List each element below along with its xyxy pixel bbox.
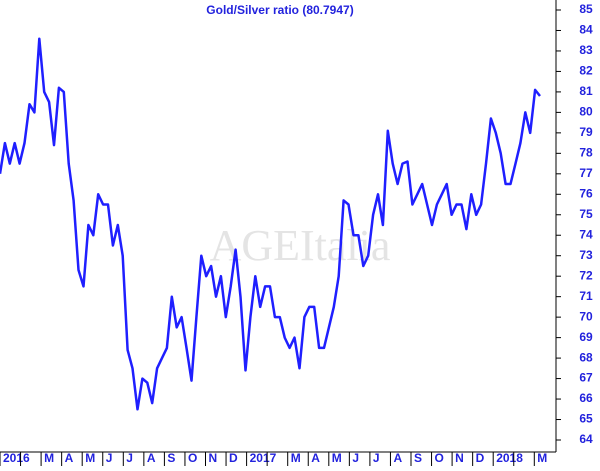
x-tick-label: A bbox=[147, 451, 156, 465]
y-tick-label: 84 bbox=[579, 23, 593, 37]
x-tick-label: O bbox=[188, 451, 197, 465]
y-tick-label: 69 bbox=[579, 330, 593, 344]
y-tick-label: 78 bbox=[579, 146, 593, 160]
x-tick-label: J bbox=[352, 451, 359, 465]
x-tick-label: D bbox=[229, 451, 238, 465]
x-tick-label: M bbox=[291, 451, 301, 465]
x-tick-label: J bbox=[373, 451, 380, 465]
x-tick-label: 2018 bbox=[496, 451, 523, 465]
x-tick-label: A bbox=[65, 451, 74, 465]
x-tick-label: M bbox=[85, 451, 95, 465]
x-tick-label: J bbox=[106, 451, 113, 465]
x-tick-label: N bbox=[209, 451, 218, 465]
x-tick-label: S bbox=[414, 451, 422, 465]
y-tick-label: 64 bbox=[579, 432, 593, 446]
y-tick-label: 76 bbox=[579, 186, 593, 200]
y-tick-label: 77 bbox=[579, 166, 593, 180]
y-tick-label: 73 bbox=[579, 248, 593, 262]
x-tick-label: 2016 bbox=[3, 451, 30, 465]
x-tick-label: M bbox=[332, 451, 342, 465]
x-tick-label: S bbox=[167, 451, 175, 465]
y-tick-label: 72 bbox=[579, 268, 593, 282]
y-tick-label: 85 bbox=[579, 2, 593, 16]
y-tick-label: 68 bbox=[579, 350, 593, 364]
y-tick-label: 66 bbox=[579, 391, 593, 405]
y-tick-label: 81 bbox=[579, 84, 593, 98]
y-tick-label: 65 bbox=[579, 412, 593, 426]
x-tick-label: D bbox=[476, 451, 485, 465]
x-tick-label: A bbox=[311, 451, 320, 465]
x-tick-label: 2017 bbox=[250, 451, 277, 465]
y-tick-label: 74 bbox=[579, 227, 593, 241]
x-tick-label: N bbox=[455, 451, 464, 465]
y-tick-label: 80 bbox=[579, 105, 593, 119]
ratio-line bbox=[0, 37, 541, 411]
y-tick-label: 82 bbox=[579, 64, 593, 78]
y-tick-label: 71 bbox=[579, 289, 593, 303]
y-tick-label: 75 bbox=[579, 207, 593, 221]
y-tick-label: 67 bbox=[579, 371, 593, 385]
x-tick-label: A bbox=[393, 451, 402, 465]
x-tick-label: M bbox=[537, 451, 547, 465]
y-tick-label: 83 bbox=[579, 43, 593, 57]
y-tick-label: 70 bbox=[579, 309, 593, 323]
x-tick-label: O bbox=[435, 451, 444, 465]
y-tick-label: 79 bbox=[579, 125, 593, 139]
x-tick-label: M bbox=[44, 451, 54, 465]
x-tick-label: J bbox=[126, 451, 133, 465]
chart-title: Gold/Silver ratio (80.7947) bbox=[206, 3, 353, 17]
